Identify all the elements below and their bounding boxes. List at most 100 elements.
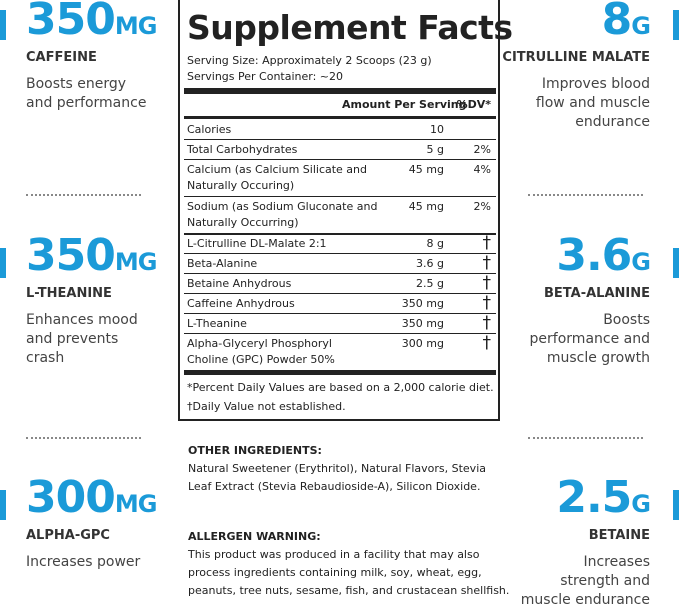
value: 2.5 — [556, 472, 632, 523]
callout-desc: and performance — [26, 95, 147, 111]
row-name: Beta-Alanine — [187, 257, 258, 270]
serving-size: Serving Size: Approximately 2 Scoops (23… — [187, 54, 432, 67]
section-line: Leaf Extract (Stevia Rebaudioside-A), Si… — [188, 480, 481, 493]
header-dv: %DV* — [456, 98, 491, 111]
callout-name: ALPHA-GPC — [26, 528, 110, 543]
unit: G — [631, 248, 651, 276]
row-name: Calories — [187, 123, 232, 136]
row-amount: 5 g — [426, 143, 444, 156]
callout-desc: Enhances mood — [26, 312, 138, 328]
accent-bar — [673, 490, 679, 520]
section-line: Natural Sweetener (Erythritol), Natural … — [188, 462, 486, 475]
callout-desc: Increases — [583, 554, 650, 570]
row-amount: 8 g — [426, 237, 444, 250]
unit: MG — [114, 12, 158, 40]
row-amount: 300 mg — [401, 337, 444, 350]
servings: Servings Per Container: ~20 — [187, 70, 344, 83]
row-dv: † — [482, 333, 492, 353]
row-name: Calcium (as Calcium Silicate and — [187, 163, 368, 176]
callout-desc: muscle endurance — [520, 592, 650, 608]
accent-bar — [0, 490, 6, 520]
callout-name: CITRULLINE MALATE — [502, 50, 650, 65]
callout-name: BETA-ALANINE — [544, 286, 650, 301]
row-name: Sodium (as Sodium Gluconate and — [187, 200, 378, 213]
value: 350 — [26, 0, 116, 45]
callout-desc: muscle growth — [546, 350, 650, 366]
section-heading: OTHER INGREDIENTS: — [188, 444, 322, 457]
rule — [184, 196, 496, 197]
header-amount: Amount Per Serving — [342, 98, 467, 111]
section-line: This product was produced in a facility … — [188, 548, 480, 561]
rule — [184, 253, 496, 254]
unit: G — [631, 490, 651, 518]
footnote: †Daily Value not established. — [187, 400, 346, 413]
divider — [528, 194, 643, 196]
callout-value: 8G — [601, 0, 651, 45]
rule — [184, 313, 496, 314]
row-name: L-Theanine — [187, 317, 247, 330]
row-name: L-Citrulline DL-Malate 2:1 — [187, 237, 327, 250]
row-dv: † — [482, 313, 492, 333]
accent-bar — [673, 248, 679, 278]
row-name: Choline (GPC) Powder 50% — [187, 353, 335, 366]
row-dv: † — [482, 233, 492, 253]
section-line: process ingredients containing milk, soy… — [188, 566, 482, 579]
rule — [184, 88, 496, 94]
row-dv: 2% — [473, 143, 491, 156]
divider — [26, 194, 141, 196]
rule — [184, 159, 496, 160]
value: 300 — [26, 472, 116, 523]
row-dv: † — [482, 293, 492, 313]
accent-bar — [0, 248, 6, 278]
facts-box — [178, 0, 500, 421]
rule — [184, 139, 496, 140]
rule — [184, 333, 496, 334]
callout-desc: strength and — [560, 573, 650, 589]
row-amount: 45 mg — [408, 200, 444, 213]
row-name: Total Carbohydrates — [187, 143, 298, 156]
row-amount: 350 mg — [401, 297, 444, 310]
callout-desc: Boosts energy — [26, 76, 127, 92]
footnote: *Percent Daily Values are based on a 2,0… — [187, 381, 494, 394]
row-dv: 2% — [473, 200, 491, 213]
callout-desc: Improves blood — [541, 76, 650, 92]
unit: MG — [114, 248, 158, 276]
row-name: Caffeine Anhydrous — [187, 297, 295, 310]
value: 350 — [26, 230, 116, 281]
facts-title: Supplement Facts — [187, 8, 513, 47]
callout-desc: flow and muscle — [535, 95, 650, 111]
row-dv: † — [482, 273, 492, 293]
callout-desc: Increases power — [26, 554, 141, 570]
rule — [184, 233, 496, 235]
rule — [184, 116, 496, 119]
accent-bar — [673, 10, 679, 40]
callout-name: BETAINE — [588, 528, 650, 543]
callout-value: 3.6G — [556, 230, 651, 281]
row-name: Betaine Anhydrous — [187, 277, 292, 290]
callout-desc: performance and — [529, 331, 650, 347]
row-dv: † — [482, 253, 492, 273]
divider — [26, 437, 141, 439]
callout-value: 350MG — [26, 230, 158, 281]
callout-name: CAFFEINE — [26, 50, 97, 65]
value: 8 — [601, 0, 633, 45]
callout-desc: Boosts — [603, 312, 650, 328]
row-amount: 350 mg — [401, 317, 444, 330]
callout-desc: and prevents — [26, 331, 119, 347]
callout-value: 2.5G — [556, 472, 651, 523]
callout-name: L-THEANINE — [26, 286, 112, 301]
accent-bar — [0, 10, 6, 40]
rule — [184, 273, 496, 274]
row-amount: 2.5 g — [416, 277, 444, 290]
rule — [184, 370, 496, 375]
unit: MG — [114, 490, 158, 518]
callout-desc: crash — [26, 350, 65, 366]
row-dv: 4% — [473, 163, 491, 176]
row-amount: 45 mg — [408, 163, 444, 176]
row-name: Alpha-Glyceryl Phosphoryl — [187, 337, 332, 350]
callout-value: 300MG — [26, 472, 158, 523]
section-line: peanuts, tree nuts, sesame, fish, and cr… — [188, 584, 510, 597]
row-amount: 3.6 g — [416, 257, 444, 270]
divider — [528, 437, 643, 439]
